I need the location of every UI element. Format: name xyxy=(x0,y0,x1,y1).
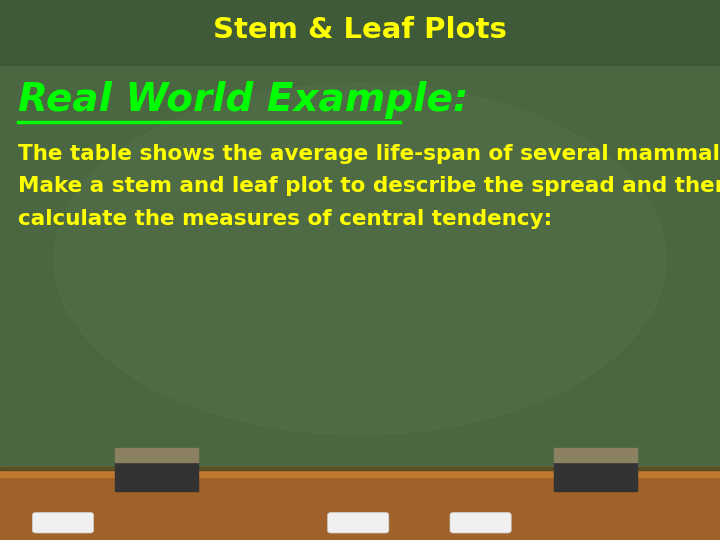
Bar xyxy=(0,467,720,477)
Text: The table shows the average life-span of several mammals.: The table shows the average life-span of… xyxy=(18,144,720,164)
FancyBboxPatch shape xyxy=(32,512,94,533)
Bar xyxy=(554,448,637,462)
Bar xyxy=(554,462,637,491)
Bar xyxy=(0,0,720,65)
Text: calculate the measures of central tendency:: calculate the measures of central tenden… xyxy=(18,208,552,229)
Text: Real World Example:: Real World Example: xyxy=(18,81,469,119)
Bar xyxy=(0,467,720,470)
Bar xyxy=(0,467,720,540)
Ellipse shape xyxy=(54,84,666,435)
Text: Make a stem and leaf plot to describe the spread and then: Make a stem and leaf plot to describe th… xyxy=(18,176,720,197)
Bar xyxy=(115,462,198,491)
Bar xyxy=(115,448,198,462)
FancyBboxPatch shape xyxy=(450,512,511,533)
Text: Stem & Leaf Plots: Stem & Leaf Plots xyxy=(213,16,507,44)
FancyBboxPatch shape xyxy=(328,512,389,533)
